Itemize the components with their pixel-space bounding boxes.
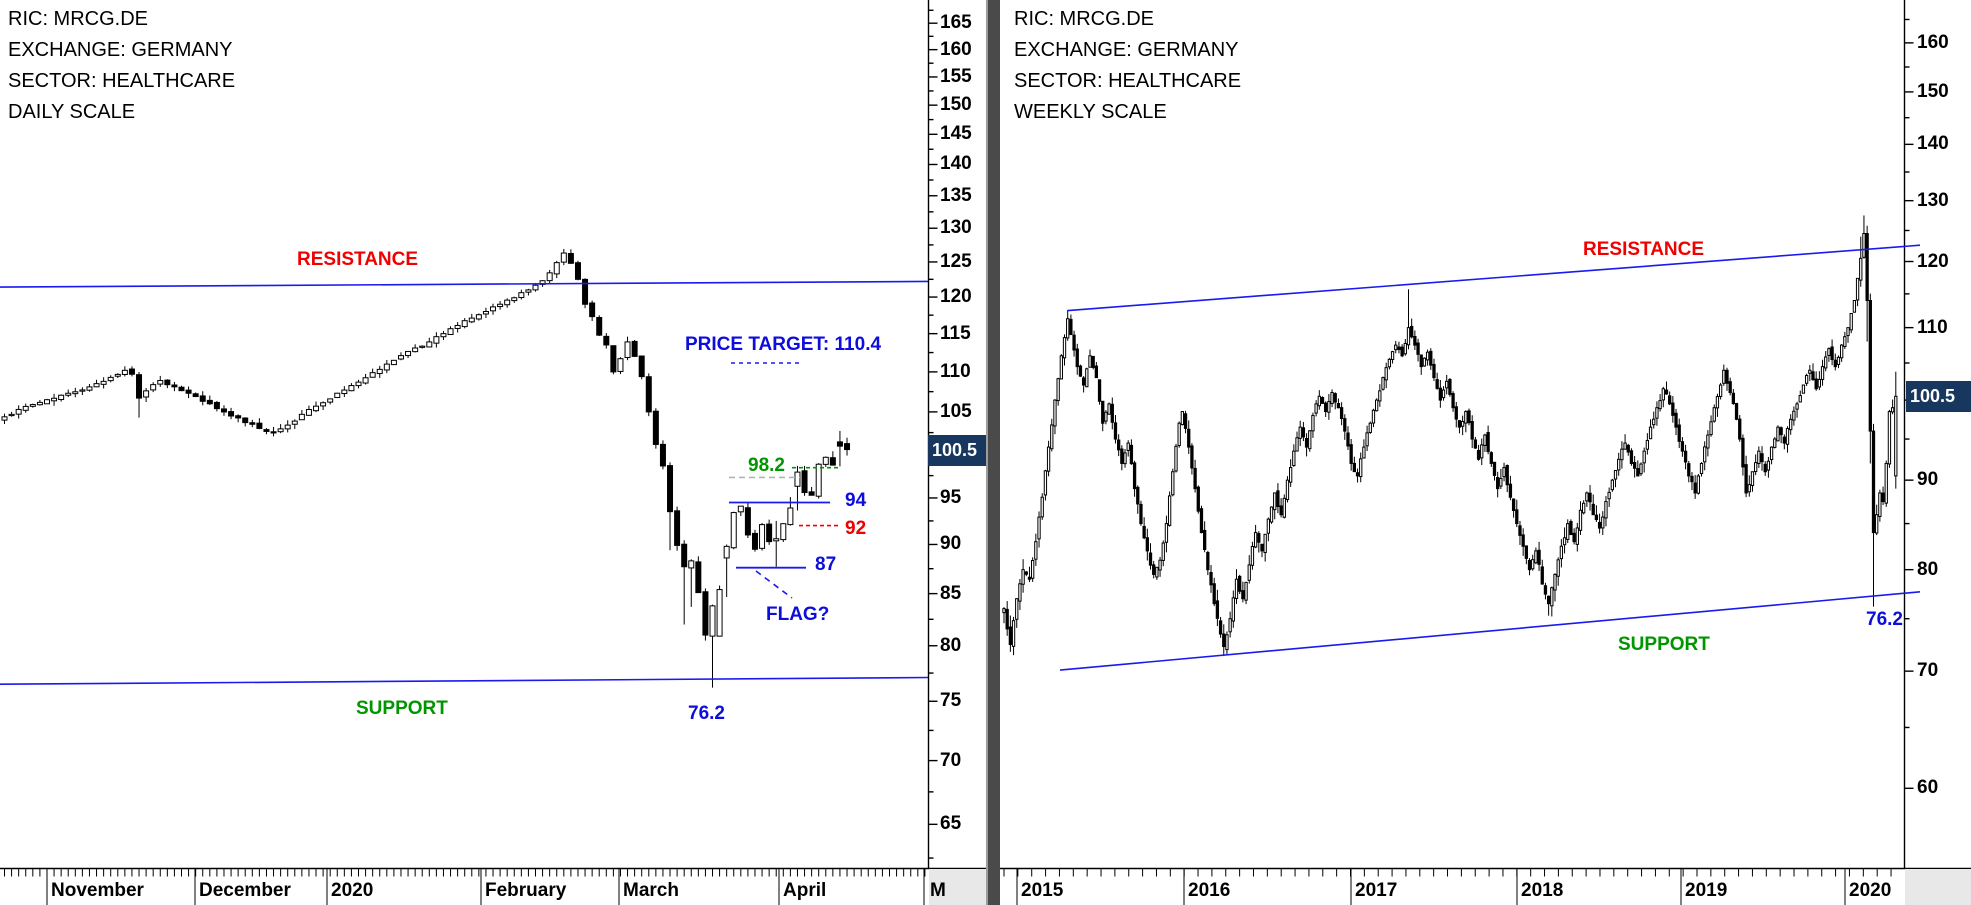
weekly-x-axis-label: 2018 [1521, 880, 1564, 901]
weekly-y-tick-label: 140 [1917, 133, 1949, 155]
daily-level-87-label: 87 [815, 554, 837, 575]
weekly-current-price-badge: 100.5 [1906, 381, 1971, 413]
weekly-x-axis-label: 2017 [1355, 880, 1398, 901]
daily-ric-line: RIC: MRCG.DE [8, 8, 148, 30]
daily-trendlines [0, 280, 929, 686]
daily-support-label: SUPPORT [356, 698, 448, 719]
daily-x-ticks [4, 868, 926, 905]
daily-y-tick-label: 85 [940, 582, 962, 604]
weekly-scale-line: WEEKLY SCALE [1014, 101, 1167, 123]
weekly-y-tick-label: 80 [1917, 558, 1939, 580]
daily-x-axis-label: December [199, 880, 291, 901]
daily-current-price-badge: 100.5 [928, 434, 990, 466]
weekly-resistance-label: RESISTANCE [1583, 239, 1705, 260]
daily-low-76-2-label: 76.2 [688, 703, 725, 724]
weekly-y-tick-label: 70 [1917, 660, 1939, 682]
daily-x-axis-label: November [51, 880, 144, 901]
weekly-ric-line: RIC: MRCG.DE [1014, 8, 1154, 30]
daily-level-98-2-label: 98.2 [748, 455, 785, 476]
daily-y-tick-label: 110 [940, 360, 971, 382]
daily-level-92-label: 92 [845, 518, 867, 539]
daily-y-tick-label: 155 [940, 65, 972, 87]
weekly-candles [1002, 215, 1898, 657]
daily-y-tick-label: 75 [940, 690, 962, 712]
daily-level-94-label: 94 [845, 490, 867, 511]
daily-y-tick-label: 165 [940, 12, 972, 34]
daily-axis-corner-box [929, 869, 986, 905]
daily-annotation-lines [729, 362, 838, 599]
daily-y-tick-label: 135 [940, 184, 972, 206]
daily-x-axis-label: M [930, 880, 946, 901]
daily-scale-line: DAILY SCALE [8, 101, 136, 123]
daily-y-tick-label: 115 [940, 322, 971, 344]
weekly-y-tick-label: 160 [1917, 31, 1949, 53]
daily-exchange-line: EXCHANGE: GERMANY [8, 39, 233, 61]
weekly-y-tick-label: 60 [1917, 777, 1939, 799]
daily-y-tick-label: 80 [940, 634, 962, 656]
daily-y-tick-label: 140 [940, 153, 972, 175]
daily-x-axis-label: April [783, 880, 827, 901]
daily-flag-label: FLAG? [766, 604, 830, 625]
daily-candles [1, 248, 851, 688]
daily-y-tick-label: 95 [940, 486, 962, 508]
weekly-sector-line: SECTOR: HEALTHCARE [1014, 70, 1242, 92]
weekly-x-axis-label: 2019 [1685, 880, 1728, 901]
daily-y-tick-label: 90 [940, 533, 962, 555]
weekly-axis-corner-box [1905, 869, 1971, 905]
weekly-x-axis-label: 2015 [1021, 880, 1064, 901]
weekly-y-tick-label: 150 [1917, 80, 1949, 102]
y-ticks [1904, 18, 1914, 789]
daily-y-tick-label: 145 [940, 123, 972, 145]
daily-y-tick-label: 125 [940, 250, 972, 272]
weekly-trendlines [1059, 244, 1921, 671]
y-ticks [928, 9, 938, 859]
daily-x-axis-label: March [623, 880, 679, 901]
weekly-y-tick-label: 90 [1917, 469, 1939, 491]
daily-y-tick-label: 150 [940, 94, 972, 116]
weekly-y-tick-label: 120 [1917, 250, 1949, 272]
weekly-x-axis-label: 2016 [1188, 880, 1231, 901]
weekly-x-ticks [1003, 868, 1892, 905]
daily-sector-line: SECTOR: HEALTHCARE [8, 70, 236, 92]
daily-resistance-label: RESISTANCE [297, 249, 419, 270]
daily-title-block: RIC: MRCG.DE EXCHANGE: GERMANY SECTOR: H… [8, 8, 235, 132]
daily-y-tick-label: 70 [940, 749, 962, 771]
daily-price-target-label: PRICE TARGET: 110.4 [685, 334, 882, 355]
weekly-y-tick-label: 110 [1917, 316, 1948, 338]
daily-x-axis-label: February [485, 880, 567, 901]
weekly-support-label: SUPPORT [1618, 634, 1710, 655]
panel-separator [986, 0, 1000, 905]
weekly-y-tick-label: 130 [1917, 189, 1949, 211]
daily-y-tick-label: 120 [940, 286, 972, 308]
daily-y-tick-label: 65 [940, 813, 962, 835]
weekly-low-76-2-label: 76.2 [1866, 609, 1903, 630]
weekly-exchange-line: EXCHANGE: GERMANY [1014, 39, 1239, 61]
daily-y-tick-label: 130 [940, 217, 972, 239]
daily-y-tick-label: 160 [940, 38, 972, 60]
daily-x-axis-label: 2020 [331, 880, 374, 901]
daily-y-tick-label: 105 [940, 400, 972, 422]
weekly-x-axis-label: 2020 [1849, 880, 1892, 901]
weekly-title-block: RIC: MRCG.DE EXCHANGE: GERMANY SECTOR: H… [1014, 8, 1241, 132]
